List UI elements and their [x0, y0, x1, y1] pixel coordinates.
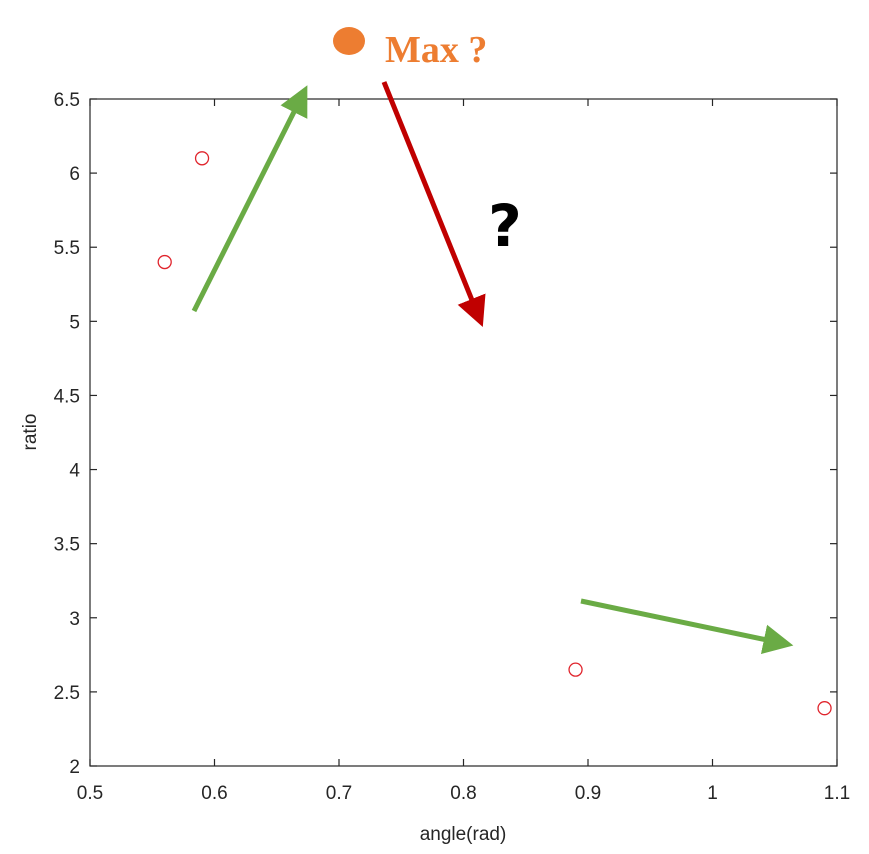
y-tick-label: 4 — [69, 461, 80, 482]
data-points — [157, 151, 832, 716]
data-point — [194, 151, 210, 166]
red-arrow-down — [381, 81, 486, 327]
plot-area — [89, 98, 838, 767]
question-mark: ? — [488, 192, 522, 260]
y-axis-ticks: 2 2.5 3 3.5 4 4.5 5 5.5 6 6.5 — [54, 90, 837, 778]
y-tick-label: 5.5 — [54, 238, 80, 259]
y-axis-label: ratio — [20, 414, 41, 451]
y-tick-label: 2.5 — [54, 683, 80, 704]
y-tick-label: 3.5 — [54, 535, 80, 556]
x-axis-label: angle(rad) — [420, 824, 507, 845]
x-axis-ticks: 0.5 0.6 0.7 0.8 0.9 1 1.1 — [77, 99, 850, 804]
y-tick-label: 2 — [69, 757, 80, 778]
x-tick-label: 0.5 — [77, 783, 103, 804]
green-arrow-up — [191, 85, 308, 313]
x-tick-label: 1 — [707, 783, 718, 804]
green-arrow-right — [580, 598, 794, 655]
x-tick-label: 0.6 — [201, 783, 227, 804]
max-label: Max ? — [385, 29, 487, 71]
y-tick-label: 6.5 — [54, 90, 80, 111]
data-point — [568, 662, 583, 677]
y-tick-label: 6 — [69, 164, 80, 185]
x-tick-label: 0.9 — [575, 783, 601, 804]
y-tick-label: 3 — [69, 609, 80, 630]
x-tick-label: 1.1 — [824, 783, 850, 804]
y-tick-label: 4.5 — [54, 386, 80, 407]
max-point-dot — [333, 27, 365, 55]
y-tick-label: 5 — [69, 312, 80, 333]
data-point — [157, 254, 172, 270]
data-point — [817, 701, 832, 716]
x-tick-label: 0.8 — [450, 783, 476, 804]
x-tick-label: 0.7 — [326, 783, 352, 804]
